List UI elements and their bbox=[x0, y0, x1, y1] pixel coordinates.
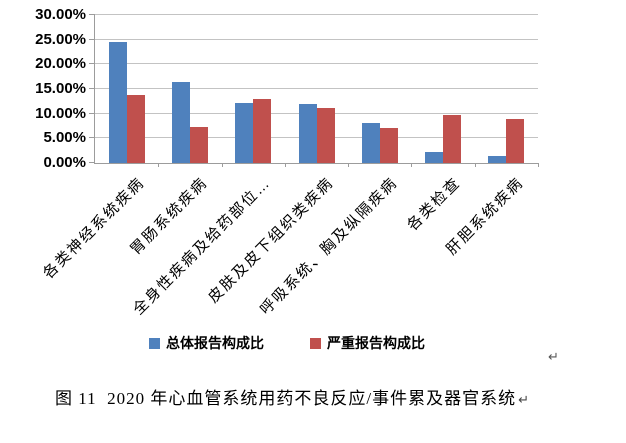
bar-serious bbox=[506, 119, 525, 163]
bar-serious bbox=[316, 107, 335, 163]
bar-total bbox=[298, 103, 317, 163]
bar-total bbox=[361, 122, 380, 163]
paragraph-mark-icon: ↵ bbox=[548, 349, 559, 364]
x-axis-tick bbox=[221, 163, 223, 167]
bar-serious bbox=[253, 98, 272, 163]
y-axis-label: 5.00% bbox=[43, 129, 86, 147]
gridline bbox=[95, 14, 538, 15]
x-axis-tick bbox=[158, 163, 160, 167]
y-axis-tick bbox=[89, 38, 95, 40]
legend-item-serious: 严重报告构成比 bbox=[310, 333, 425, 353]
plot-area bbox=[89, 14, 539, 167]
y-axis-tick bbox=[89, 137, 95, 139]
x-axis-tick bbox=[284, 163, 286, 167]
legend-swatch-total bbox=[149, 337, 160, 349]
y-axis-label: 25.00% bbox=[35, 30, 86, 48]
legend-swatch-serious bbox=[310, 337, 321, 349]
figure-caption-text: 图 11 2020 年心血管系统用药不良反应/事件累及器官系统 bbox=[55, 389, 517, 408]
bar-total bbox=[235, 102, 254, 163]
caption-paragraph-mark-icon: ↵ bbox=[518, 392, 529, 407]
x-axis-tick bbox=[474, 163, 476, 167]
bar-total bbox=[171, 82, 190, 163]
bar-serious bbox=[379, 127, 398, 163]
chart-legend: 总体报告构成比 严重报告构成比 bbox=[149, 333, 425, 353]
bar-serious bbox=[126, 95, 145, 163]
y-axis-tick bbox=[89, 14, 95, 15]
chart: 总体报告构成比 严重报告构成比 0.00% 5.00% 10.00% 15.00% 20… bbox=[35, 6, 539, 353]
y-axis-label: 30.00% bbox=[35, 6, 86, 23]
bar-serious bbox=[443, 115, 462, 163]
y-axis-tick bbox=[89, 162, 95, 163]
bar-total bbox=[108, 42, 127, 163]
x-axis-tick bbox=[348, 163, 350, 167]
legend-label-total: 总体报告构成比 bbox=[166, 335, 264, 351]
legend-label-serious: 严重报告构成比 bbox=[327, 335, 425, 351]
x-axis-label: 各类神经系统疾病 bbox=[39, 174, 148, 283]
y-axis-tick bbox=[89, 112, 95, 114]
y-axis-tick bbox=[89, 63, 95, 65]
y-axis-label: 20.00% bbox=[35, 55, 86, 73]
legend-item-total: 总体报告构成比 bbox=[149, 333, 264, 353]
bar-serious bbox=[189, 127, 208, 163]
x-axis-label: 各类检查 bbox=[404, 174, 465, 235]
gridline bbox=[95, 63, 538, 65]
y-axis-label: 10.00% bbox=[35, 104, 86, 122]
gridline bbox=[95, 88, 538, 89]
y-axis-tick bbox=[89, 88, 95, 89]
x-axis-tick bbox=[411, 163, 413, 167]
y-axis-label: 0.00% bbox=[43, 154, 86, 171]
bar-total bbox=[425, 151, 444, 163]
x-axis-tick bbox=[538, 163, 539, 167]
figure-caption: 图 11 2020 年心血管系统用药不良反应/事件累及器官系统 ↵ bbox=[55, 384, 529, 409]
y-axis-label: 15.00% bbox=[35, 80, 86, 97]
bar-total bbox=[488, 155, 507, 163]
gridline bbox=[95, 38, 538, 40]
